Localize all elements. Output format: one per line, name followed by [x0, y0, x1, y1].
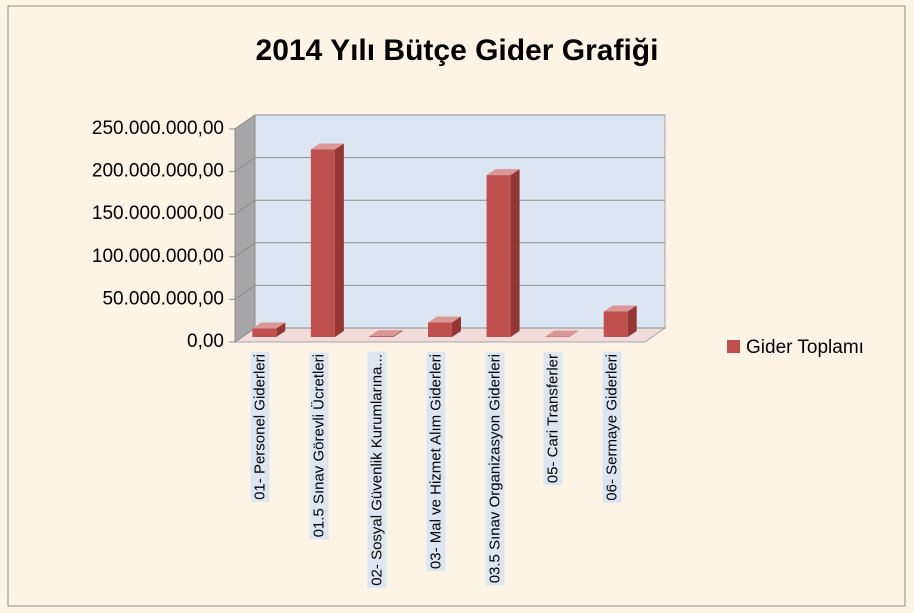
bar-side — [510, 169, 520, 337]
bar-top — [428, 316, 461, 323]
bar-front — [428, 322, 452, 337]
bar — [369, 330, 403, 337]
grid-line-side — [234, 242, 256, 258]
grid-line-side — [234, 199, 256, 215]
bar-front — [486, 175, 511, 337]
bar — [486, 169, 520, 337]
side-wall — [234, 114, 256, 343]
x-tick-label: 02- Sosyal Güvenlik Kurumlarına... — [367, 352, 387, 588]
bar — [428, 316, 461, 337]
bar-front — [369, 336, 394, 337]
bar-front — [252, 328, 277, 337]
legend-label: Gider Toplamı — [746, 337, 864, 358]
y-tick-label: 100.000.000,00 — [92, 246, 224, 267]
y-tick-label: 200.000.000,00 — [92, 161, 224, 182]
y-tick-label: 250.000.000,00 — [92, 118, 224, 139]
chart-border — [7, 5, 906, 607]
bar — [603, 305, 637, 337]
y-tick-label: 150.000.000,00 — [92, 203, 224, 224]
bar-top — [486, 169, 520, 176]
y-tick-label: 0,00 — [187, 331, 224, 352]
grid-line-side — [234, 157, 256, 173]
x-tick-label: 01.5 Sınav Görevli Ücretleri — [309, 352, 329, 540]
bar-side — [569, 330, 579, 337]
bar-top — [252, 322, 286, 329]
bar — [545, 330, 579, 337]
chart-title: 2014 Yılı Bütçe Gider Grafiği — [256, 34, 659, 67]
x-tick-label: 05- Cari Transferler — [543, 352, 563, 486]
x-tick-label: 06- Sermaye Giderleri — [602, 352, 622, 503]
bar-side — [452, 316, 461, 337]
bar-top — [545, 330, 579, 337]
bar-top — [369, 330, 403, 337]
grid-line-side — [234, 327, 256, 343]
x-tick-label: 03- Mal ve Hizmet Alım Giderleri — [426, 352, 446, 572]
bar-top — [310, 143, 344, 150]
x-tick-label: 03.5 Sınav Organizasyon Giderleri — [485, 352, 505, 586]
grid-line-side — [234, 284, 256, 300]
bar-front — [310, 149, 335, 337]
bar — [310, 143, 344, 337]
y-tick-label: 50.000.000,00 — [102, 288, 224, 309]
bar-front — [603, 311, 628, 337]
legend-swatch — [727, 340, 740, 353]
bar-side — [276, 322, 286, 337]
bar-top — [603, 305, 637, 312]
bar-side — [393, 330, 403, 337]
grid-line-side — [234, 114, 256, 130]
bar-side — [627, 305, 637, 337]
x-tick-label: 01- Personel Giderleri — [250, 352, 270, 502]
bar-side — [334, 143, 344, 337]
bar — [252, 322, 286, 337]
